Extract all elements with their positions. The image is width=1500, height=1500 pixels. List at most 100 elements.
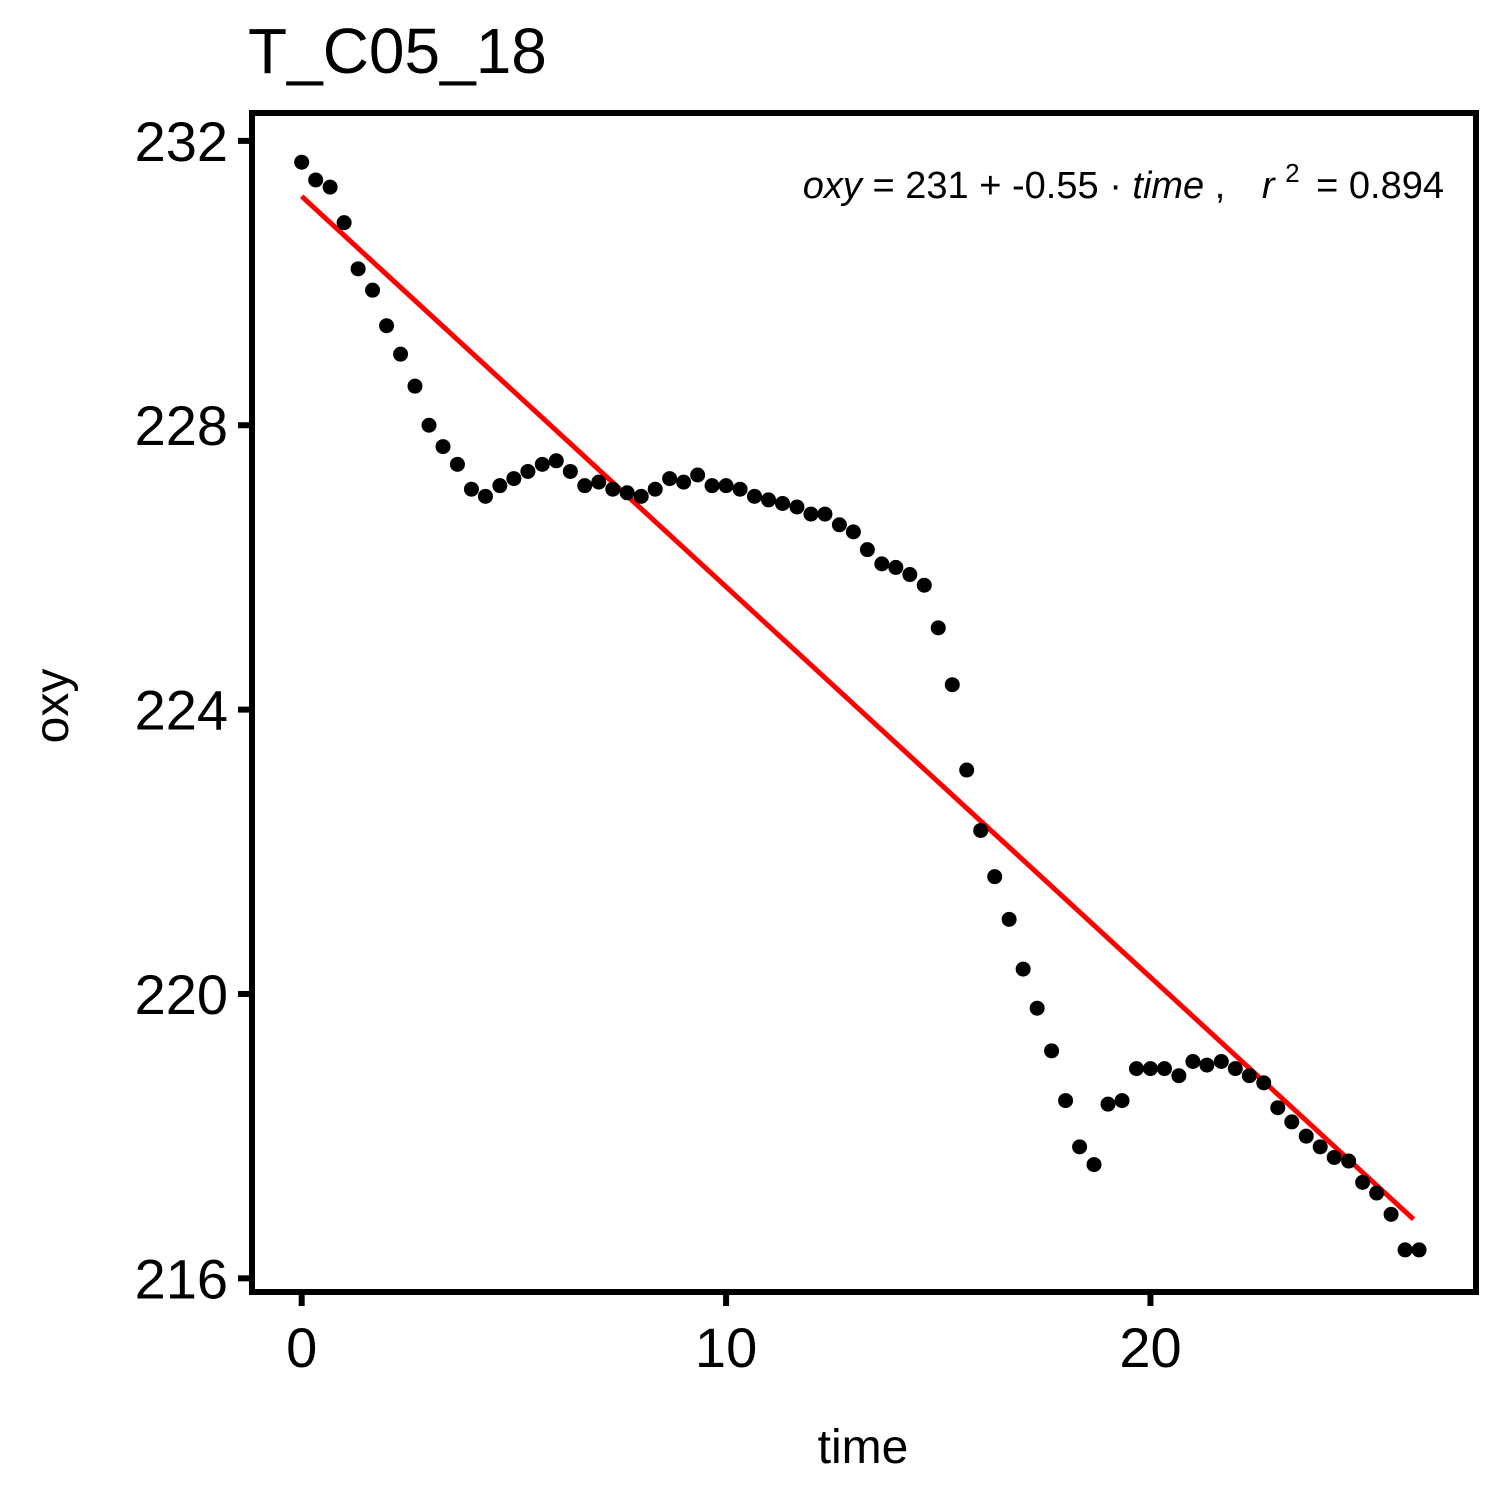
data-point [1411,1242,1427,1258]
data-point [718,478,734,494]
equation-intercept: 231 [905,165,968,207]
data-point [662,471,678,487]
equation-r2-superscript: 2 [1285,158,1299,188]
data-point [520,463,536,479]
x-tick-label: 0 [286,1316,317,1379]
data-point [1241,1068,1257,1084]
x-axis-label: time [818,1421,909,1474]
data-point [987,869,1003,885]
regression-equation: oxy = 231 + -0.55 · time , r 2 = 0.894 [803,149,1444,207]
data-point [633,488,649,504]
data-point [308,172,324,188]
data-point [577,478,593,494]
data-point [647,481,663,497]
data-point [1326,1149,1342,1165]
data-point [845,524,861,540]
equation-dot: · [1109,165,1122,207]
data-point [888,559,904,575]
data-point [1171,1068,1187,1084]
data-point [379,318,395,334]
data-point [817,506,833,522]
data-point [407,378,423,394]
data-point [690,467,706,483]
data-point [322,179,338,195]
data-point [548,453,564,469]
data-point [393,346,409,362]
data-point [421,417,437,433]
data-point [1128,1061,1144,1077]
equation-r2-equals: = [1316,165,1338,207]
chart-title: T_C05_18 [248,15,547,87]
data-point [1100,1096,1116,1112]
data-point [562,463,578,479]
x-tick-label: 20 [1119,1316,1181,1379]
x-tick-label: 10 [695,1316,757,1379]
data-point [1142,1061,1158,1077]
data-point [1086,1157,1102,1173]
data-point [619,485,635,501]
data-point [732,481,748,497]
equation-plus: + [979,165,1001,207]
data-point [1058,1093,1074,1109]
data-point [350,261,366,277]
data-point [902,567,918,583]
data-point [492,478,508,494]
y-tick-label: 216 [135,1247,228,1310]
y-tick-label: 228 [135,394,228,457]
data-point [916,577,932,593]
data-point [1298,1128,1314,1144]
data-point [761,492,777,508]
equation-equals: = [873,165,895,207]
data-points [294,154,1427,1258]
data-point [477,488,493,504]
y-tick-label: 220 [135,963,228,1026]
data-point [1284,1114,1300,1130]
data-point [1312,1139,1328,1155]
data-point [1072,1139,1088,1155]
data-point [605,481,621,497]
data-point [1156,1061,1172,1077]
data-point [1185,1054,1201,1070]
data-point [534,456,550,472]
data-point [704,478,720,494]
data-point [506,471,522,487]
data-point [336,215,352,231]
data-point [1397,1242,1413,1258]
data-point [591,474,607,490]
data-point [1341,1153,1357,1169]
data-point [1213,1054,1229,1070]
data-point [463,481,479,497]
data-point [775,495,791,511]
data-point [1369,1185,1385,1201]
data-point [1227,1061,1243,1077]
data-point [874,556,890,572]
data-point [1199,1057,1215,1073]
regression-line [299,194,1416,1222]
equation-lhs: oxy [803,165,864,207]
data-point [1383,1206,1399,1222]
y-tick-label: 232 [135,110,228,173]
y-tick-label: 224 [135,679,228,742]
data-point [1270,1100,1286,1116]
data-point [803,506,819,522]
data-point [859,542,875,558]
data-point [747,488,763,504]
data-point [1001,911,1017,927]
data-point [1114,1093,1130,1109]
data-point [930,620,946,636]
data-point [676,474,692,490]
data-point [1015,961,1031,977]
equation-variable: time [1132,165,1204,207]
y-axis-label: oxy [26,669,79,744]
data-point [1355,1174,1371,1190]
plot-panel-border [249,110,1479,1295]
data-point [1029,1000,1045,1016]
data-point [831,517,847,533]
regression-line-group [299,194,1416,1222]
equation-r2-value: 0.894 [1349,165,1444,207]
data-point [294,154,310,170]
equation-r2-label: r [1262,165,1276,207]
data-point [449,456,465,472]
data-point [959,762,975,778]
